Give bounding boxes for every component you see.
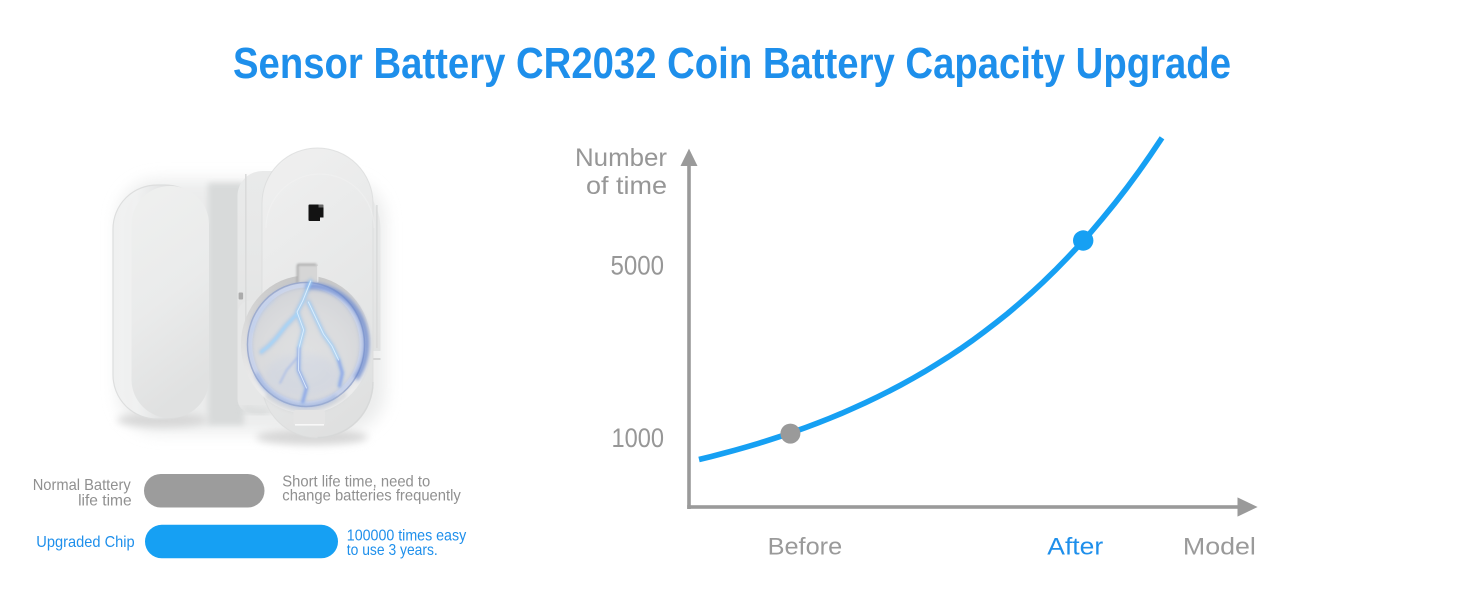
svg-text:After: After [1047, 534, 1103, 561]
svg-text:of time: of time [586, 172, 667, 200]
svg-text:1000: 1000 [612, 423, 665, 453]
svg-text:Before: Before [768, 534, 843, 561]
svg-text:Upgraded Chip: Upgraded Chip [36, 534, 134, 551]
svg-text:Normal Battery: Normal Battery [33, 477, 131, 494]
svg-text:to use 3 years.: to use 3 years. [347, 542, 438, 559]
svg-text:life time: life time [78, 493, 132, 510]
svg-text:Sensor Battery CR2032 Coin Bat: Sensor Battery CR2032 Coin Battery Capac… [233, 39, 1231, 88]
svg-text:5000: 5000 [611, 251, 665, 281]
svg-text:Number: Number [575, 144, 667, 172]
svg-text:change batteries frequently: change batteries frequently [282, 488, 461, 505]
svg-text:100000 times easy: 100000 times easy [347, 528, 466, 545]
svg-text:Model: Model [1183, 534, 1256, 561]
svg-text:Short life time, need to: Short life time, need to [282, 474, 430, 491]
